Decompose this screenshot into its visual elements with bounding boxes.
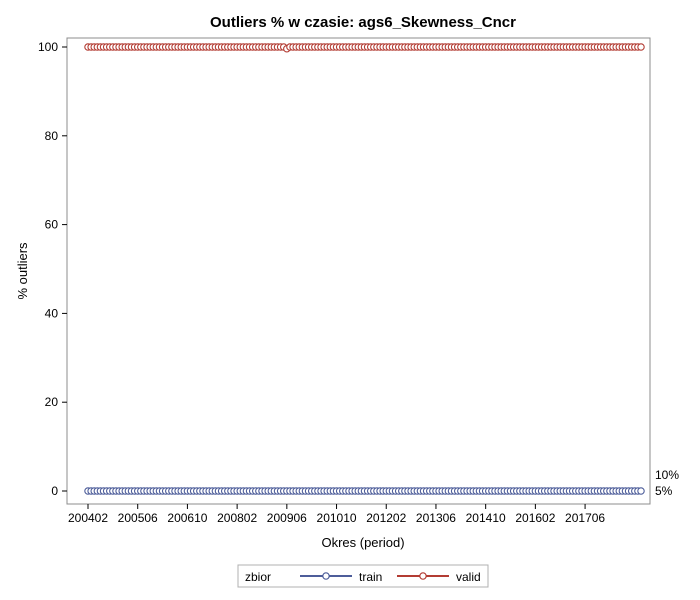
x-tick-label: 201706 [565, 511, 605, 525]
ref-label-10: 10% [655, 468, 679, 482]
y-axis: 0 20 40 60 80 100 [38, 40, 67, 498]
x-tick-label: 201410 [466, 511, 506, 525]
y-tick-label: 100 [38, 40, 58, 54]
x-axis: 200402 200506 200610 200802 200906 201010 2012… [68, 504, 605, 525]
legend-marker-valid [419, 572, 427, 580]
x-tick-label: 200802 [217, 511, 257, 525]
data-point-valid [637, 43, 645, 51]
legend-box [237, 564, 489, 588]
x-tick-label: 201202 [366, 511, 406, 525]
x-tick-label: 201306 [416, 511, 456, 525]
x-tick-label: 200506 [118, 511, 158, 525]
x-tick-label: 201602 [515, 511, 555, 525]
y-tick-label: 80 [45, 129, 59, 143]
x-axis-label: Okres (period) [321, 535, 404, 550]
legend-label-valid: valid [456, 570, 481, 584]
y-tick-label: 20 [45, 395, 59, 409]
x-tick-label: 200402 [68, 511, 108, 525]
legend-label-train: train [359, 570, 382, 584]
x-tick-label: 201010 [317, 511, 357, 525]
chart-title: Outliers % w czasie: ags6_Skewness_Cncr [210, 14, 516, 31]
x-tick-label: 200906 [267, 511, 307, 525]
legend: zbior train valid [237, 564, 489, 588]
data-point-train [637, 487, 645, 495]
x-tick-label: 200610 [167, 511, 207, 525]
plot-area [66, 37, 651, 505]
y-tick-label: 60 [45, 218, 59, 232]
series-layer [84, 43, 645, 495]
ref-label-5: 5% [655, 484, 673, 498]
y-tick-label: 40 [45, 306, 59, 320]
y-axis-label: % outliers [15, 242, 30, 300]
y-tick-label: 0 [51, 484, 58, 498]
legend-marker-train [322, 572, 330, 580]
legend-title: zbior [245, 570, 271, 584]
